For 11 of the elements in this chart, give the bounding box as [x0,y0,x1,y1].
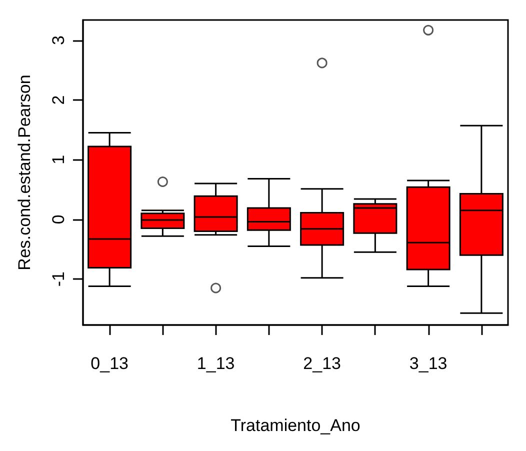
x-tick-label: 3_13 [409,354,448,373]
x-tick-label: 2_13 [303,354,341,373]
y-tick-label: 3 [49,36,68,46]
x-axis-title: Tratamiento_Ano [230,416,360,435]
y-tick-label: 1 [49,154,68,164]
y-tick-label: -1 [49,271,68,287]
x-tick-label: 0_13 [90,354,128,373]
y-axis-title: Res.cond.estand.Pearson [15,74,34,270]
x-tick-label: 1_13 [196,354,235,373]
y-tick-label: 2 [49,95,68,105]
y-tick-label: 0 [49,214,68,224]
